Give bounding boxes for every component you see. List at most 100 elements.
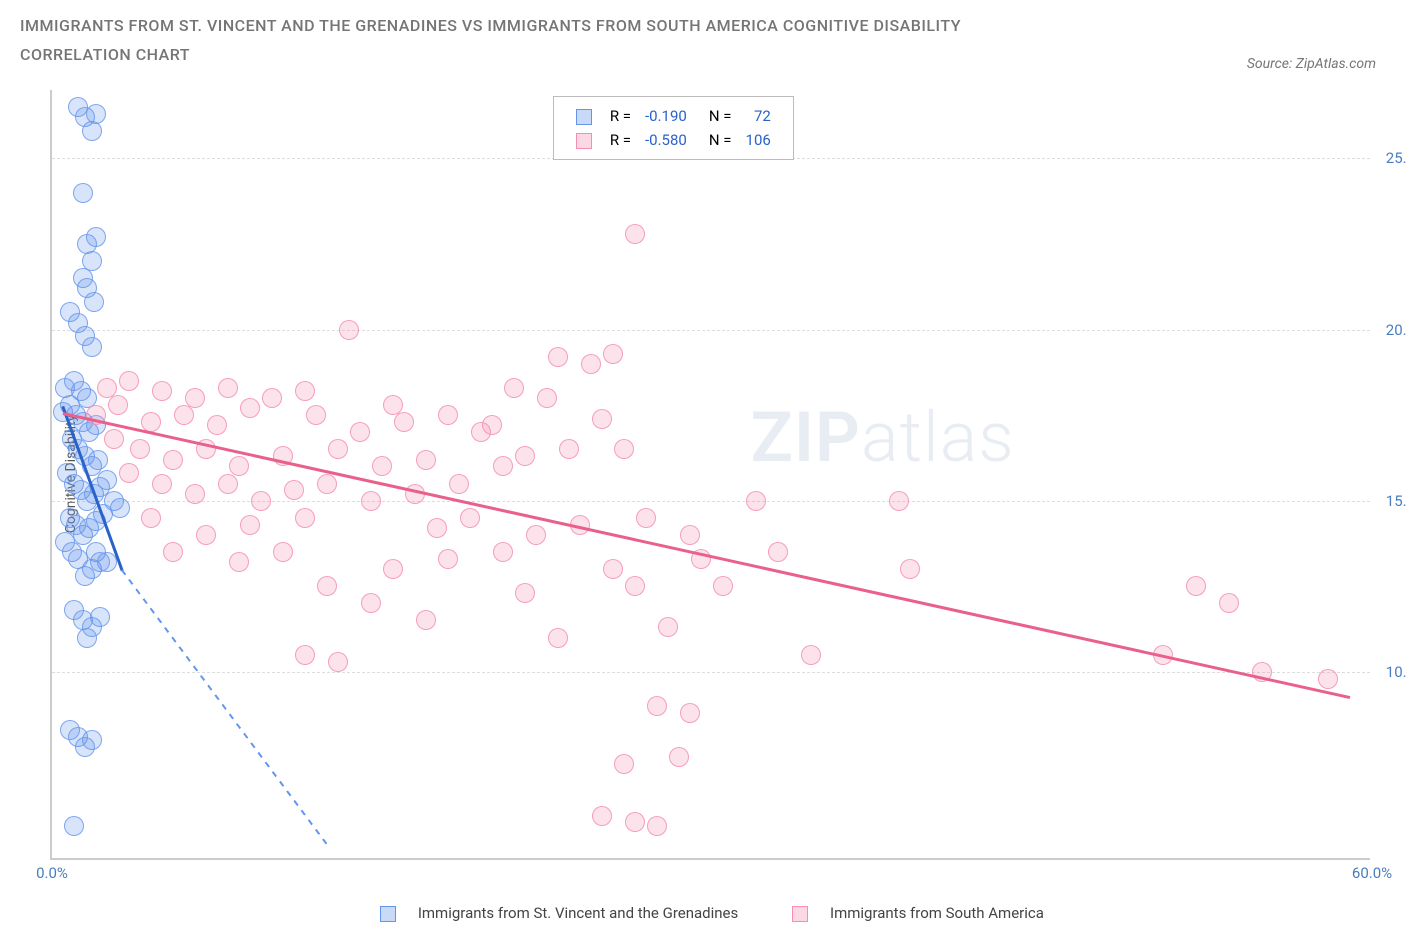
data-point <box>537 388 557 408</box>
grid-line <box>52 501 1370 502</box>
data-point <box>317 474 337 494</box>
data-point <box>1186 576 1206 596</box>
data-point <box>603 344 623 364</box>
data-point <box>801 645 821 665</box>
data-point <box>328 439 348 459</box>
data-point <box>548 347 568 367</box>
data-point <box>647 816 667 836</box>
data-point <box>284 480 304 500</box>
data-point <box>493 542 513 562</box>
data-point <box>84 292 104 312</box>
watermark-light: atlas <box>861 397 1015 479</box>
data-point <box>196 525 216 545</box>
data-point <box>273 542 293 562</box>
data-point <box>460 508 480 528</box>
data-point <box>482 415 502 435</box>
data-point <box>658 617 678 637</box>
data-point <box>185 484 205 504</box>
data-point <box>394 412 414 432</box>
data-point <box>680 525 700 545</box>
bottom-legend: Immigrants from St. Vincent and the Gren… <box>0 904 1406 922</box>
y-tick-label: 20.0% <box>1386 321 1406 339</box>
data-point <box>383 395 403 415</box>
data-point <box>90 607 110 627</box>
data-point <box>559 439 579 459</box>
data-point <box>361 491 381 511</box>
watermark: ZIPatlas <box>751 397 1015 479</box>
data-point <box>361 593 381 613</box>
data-point <box>262 388 282 408</box>
data-point <box>625 812 645 832</box>
data-point <box>438 549 458 569</box>
data-point <box>317 576 337 596</box>
data-point <box>108 395 128 415</box>
data-point <box>174 405 194 425</box>
data-point <box>295 645 315 665</box>
correlation-legend: R =-0.190N =72R =-0.580N =106 <box>553 96 794 160</box>
grid-line <box>52 330 1370 331</box>
data-point <box>449 474 469 494</box>
data-point <box>416 450 436 470</box>
data-point <box>713 576 733 596</box>
data-point <box>1318 669 1338 689</box>
data-point <box>119 371 139 391</box>
plot-region: Cognitive Disability ZIPatlas 10.0%15.0%… <box>50 90 1370 860</box>
legend-swatch <box>380 906 396 922</box>
trend-line <box>122 569 328 844</box>
data-point <box>218 474 238 494</box>
data-point <box>614 439 634 459</box>
legend-swatch <box>792 906 808 922</box>
data-point <box>438 405 458 425</box>
data-point <box>73 183 93 203</box>
data-point <box>669 747 689 767</box>
x-tick-label: 0.0% <box>36 864 68 882</box>
data-point <box>900 559 920 579</box>
data-point <box>119 463 139 483</box>
data-point <box>548 628 568 648</box>
data-point <box>614 754 634 774</box>
y-tick-label: 10.0% <box>1386 663 1406 681</box>
data-point <box>82 121 102 141</box>
data-point <box>306 405 326 425</box>
data-point <box>636 508 656 528</box>
data-point <box>746 491 766 511</box>
data-point <box>141 508 161 528</box>
watermark-bold: ZIP <box>751 397 861 479</box>
data-point <box>240 515 260 535</box>
data-point <box>350 422 370 442</box>
data-point <box>592 806 612 826</box>
data-point <box>218 378 238 398</box>
data-point <box>229 552 249 572</box>
data-point <box>603 559 623 579</box>
data-point <box>427 518 447 538</box>
y-tick-label: 25.0% <box>1386 149 1406 167</box>
data-point <box>207 415 227 435</box>
data-point <box>64 816 84 836</box>
data-point <box>515 583 535 603</box>
data-point <box>240 398 260 418</box>
data-point <box>82 337 102 357</box>
data-point <box>90 552 110 572</box>
data-point <box>515 446 535 466</box>
data-point <box>295 508 315 528</box>
legend-item: Immigrants from St. Vincent and the Gren… <box>362 904 738 922</box>
data-point <box>526 525 546 545</box>
data-point <box>625 224 645 244</box>
chart-area: Cognitive Disability ZIPatlas 10.0%15.0%… <box>50 90 1370 860</box>
legend-item: Immigrants from South America <box>774 904 1044 922</box>
data-point <box>372 456 392 476</box>
trend-line <box>63 412 1351 698</box>
source-label: Source: ZipAtlas.com <box>1247 56 1376 72</box>
grid-line <box>52 672 1370 673</box>
data-point <box>328 652 348 672</box>
data-point <box>163 450 183 470</box>
data-point <box>130 439 150 459</box>
data-point <box>647 696 667 716</box>
data-point <box>163 542 183 562</box>
data-point <box>504 378 524 398</box>
data-point <box>889 491 909 511</box>
data-point <box>251 491 271 511</box>
data-point <box>152 474 172 494</box>
data-point <box>152 381 172 401</box>
data-point <box>493 456 513 476</box>
